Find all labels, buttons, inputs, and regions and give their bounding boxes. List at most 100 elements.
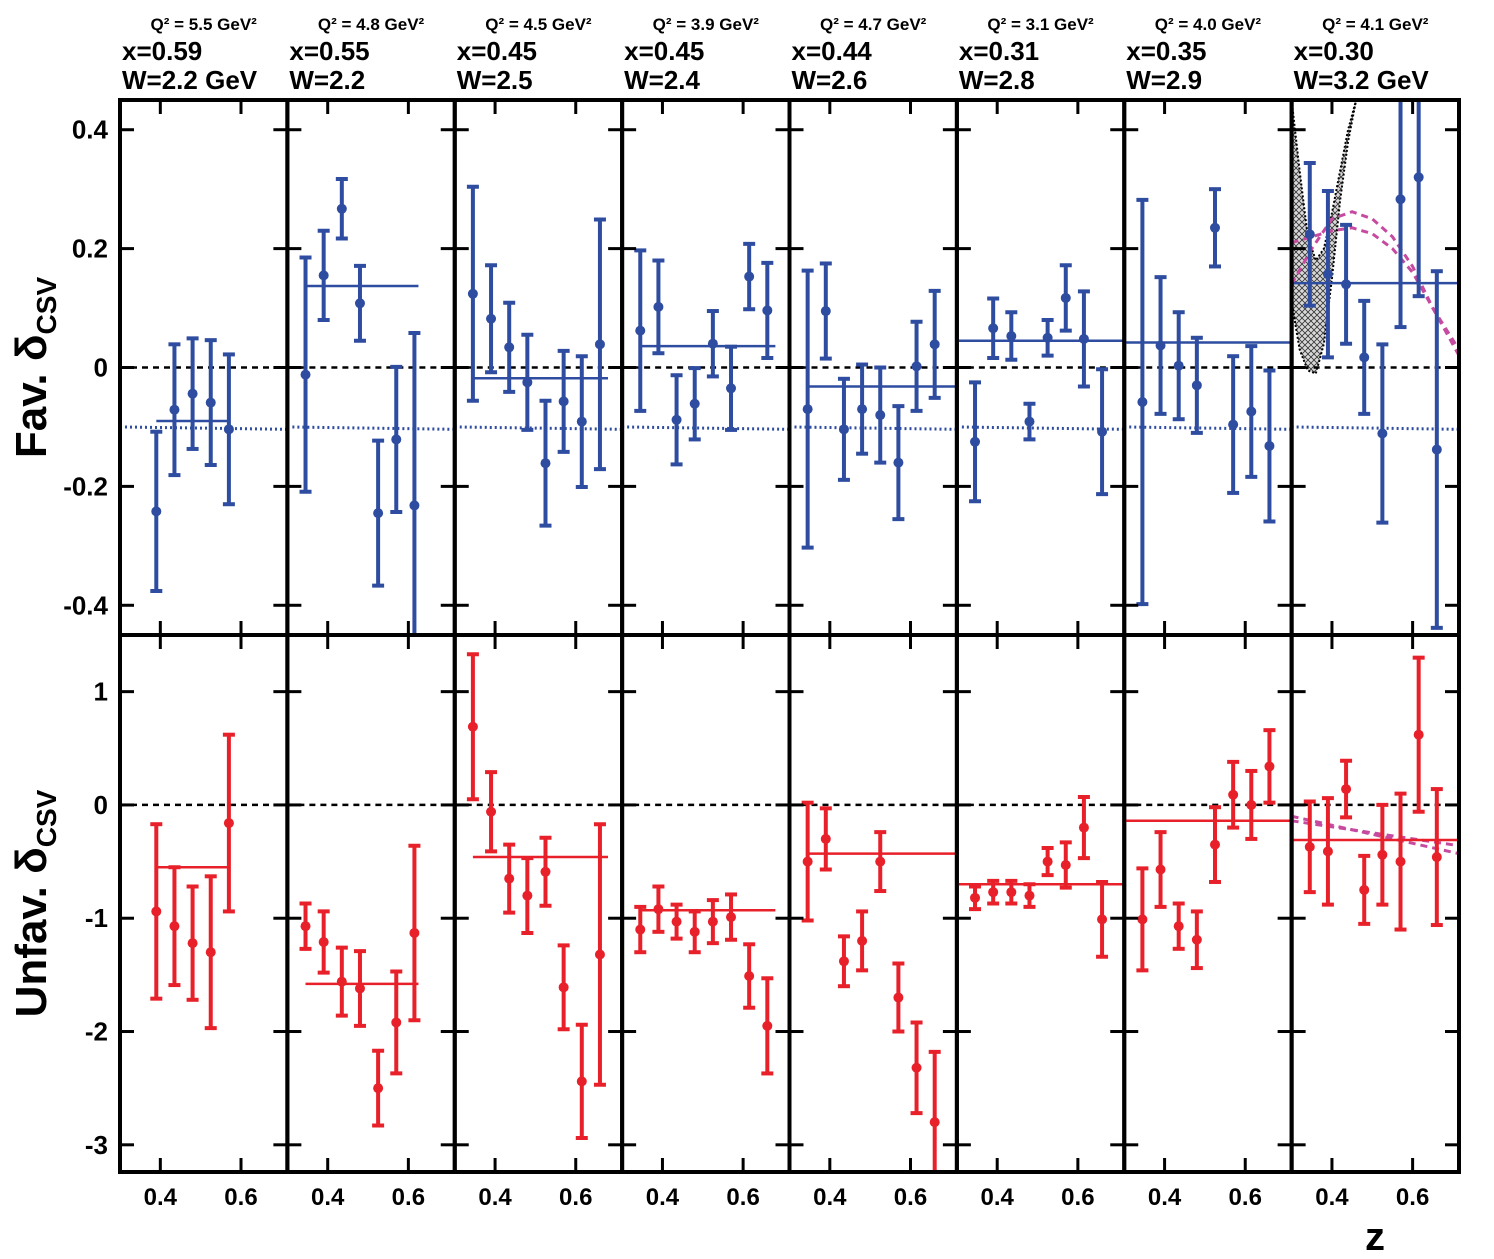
panel-frame	[285, 633, 457, 1174]
y-axis-label-main: Unfav. δ	[7, 847, 56, 1017]
y-axis-label-sub: CSV	[31, 789, 62, 847]
data-point	[744, 271, 755, 282]
data-point	[1377, 849, 1388, 860]
data-point	[893, 992, 904, 1003]
data-point	[802, 404, 813, 415]
data-point	[653, 301, 664, 312]
data-point	[1173, 921, 1184, 932]
data-point	[838, 956, 849, 967]
model-curve	[287, 425, 455, 431]
model-curve	[622, 425, 790, 431]
y-tick-label: -0.2	[63, 471, 108, 501]
data-point	[1304, 229, 1315, 240]
data-point	[354, 983, 365, 994]
data-point	[1377, 428, 1388, 439]
panel-frame	[1122, 633, 1294, 1174]
panel-title-x: x=0.55	[289, 36, 369, 66]
data-point	[875, 856, 886, 867]
model-curve	[120, 425, 288, 431]
data-point	[1097, 426, 1108, 437]
x-tick-label: 0.6	[726, 1184, 759, 1211]
panel-title-q2: Q² = 4.1 GeV²	[1322, 15, 1429, 34]
data-point	[762, 1020, 773, 1031]
x-tick-label: 0.4	[1315, 1184, 1349, 1211]
data-point	[373, 1083, 384, 1094]
data-point	[336, 203, 347, 214]
data-point	[391, 434, 402, 445]
data-point	[1097, 914, 1108, 925]
data-point	[522, 890, 533, 901]
panel-title-x: x=0.30	[1294, 36, 1374, 66]
data-point	[1042, 856, 1053, 867]
model-curve	[789, 425, 957, 431]
data-point	[187, 388, 198, 399]
x-tick-label: 0.6	[559, 1184, 592, 1211]
x-tick-label: 0.6	[894, 1184, 927, 1211]
data-point	[1264, 761, 1275, 772]
data-point	[558, 982, 569, 993]
panel-title-x: x=0.31	[959, 36, 1039, 66]
data-point	[1322, 846, 1333, 857]
x-tick-label: 0.4	[813, 1184, 847, 1211]
panel-title-w: W=2.6	[792, 65, 868, 95]
panel	[622, 803, 790, 1076]
data-point	[373, 508, 384, 519]
panel	[120, 336, 288, 594]
data-point	[576, 1076, 587, 1087]
data-point	[540, 866, 551, 877]
x-tick-label: 0.4	[981, 1184, 1015, 1211]
data-point	[1209, 222, 1220, 233]
data-point	[318, 270, 329, 281]
panel	[622, 241, 790, 467]
data-point	[820, 833, 831, 844]
model-curve	[1291, 814, 1459, 856]
data-point	[1155, 340, 1166, 351]
panel	[1124, 728, 1292, 973]
data-point	[1395, 194, 1406, 205]
data-point	[1137, 396, 1148, 407]
data-point	[504, 873, 515, 884]
x-tick-label: 0.6	[392, 1184, 425, 1211]
data-point	[929, 339, 940, 350]
x-tick-label: 0.6	[1061, 1184, 1094, 1211]
data-point	[1359, 352, 1370, 363]
data-point	[929, 1117, 940, 1128]
data-point	[1395, 856, 1406, 867]
panel-title-q2: Q² = 4.0 GeV²	[1155, 15, 1262, 34]
data-point	[300, 369, 311, 380]
data-point	[802, 856, 813, 867]
panel-frame	[1289, 633, 1461, 1174]
panel-title-x: x=0.45	[624, 36, 704, 66]
data-point	[707, 916, 718, 927]
panel-title-w: W=2.4	[624, 65, 700, 95]
x-tick-label: 0.6	[224, 1184, 257, 1211]
y-tick-label: -2	[85, 1017, 108, 1047]
panel-title-w: W=2.2	[289, 65, 365, 95]
y-tick-label: 1	[94, 677, 108, 707]
x-tick-label: 0.4	[1148, 1184, 1182, 1211]
data-point	[635, 325, 646, 336]
data-point	[1228, 789, 1239, 800]
panel-frame	[452, 633, 625, 1174]
data-point	[1078, 333, 1089, 344]
data-point	[1341, 784, 1352, 795]
model-curve	[1291, 210, 1459, 357]
y-tick-label: 0	[94, 790, 108, 820]
data-point	[1060, 292, 1071, 303]
data-point	[1191, 380, 1202, 391]
data-point	[318, 937, 329, 948]
data-point	[522, 377, 533, 388]
y-tick-label: -0.4	[63, 590, 108, 620]
panel	[956, 795, 1125, 959]
data-point	[169, 404, 180, 415]
panel-title-w: W=2.9	[1126, 65, 1202, 95]
panel-title-x: x=0.35	[1126, 36, 1206, 66]
data-point	[504, 342, 515, 353]
panel-title-x: x=0.59	[122, 36, 202, 66]
data-point	[336, 976, 347, 987]
data-point	[594, 339, 605, 350]
data-point	[820, 306, 831, 317]
y-axis-label-sub: CSV	[31, 277, 62, 335]
data-point	[689, 398, 700, 409]
